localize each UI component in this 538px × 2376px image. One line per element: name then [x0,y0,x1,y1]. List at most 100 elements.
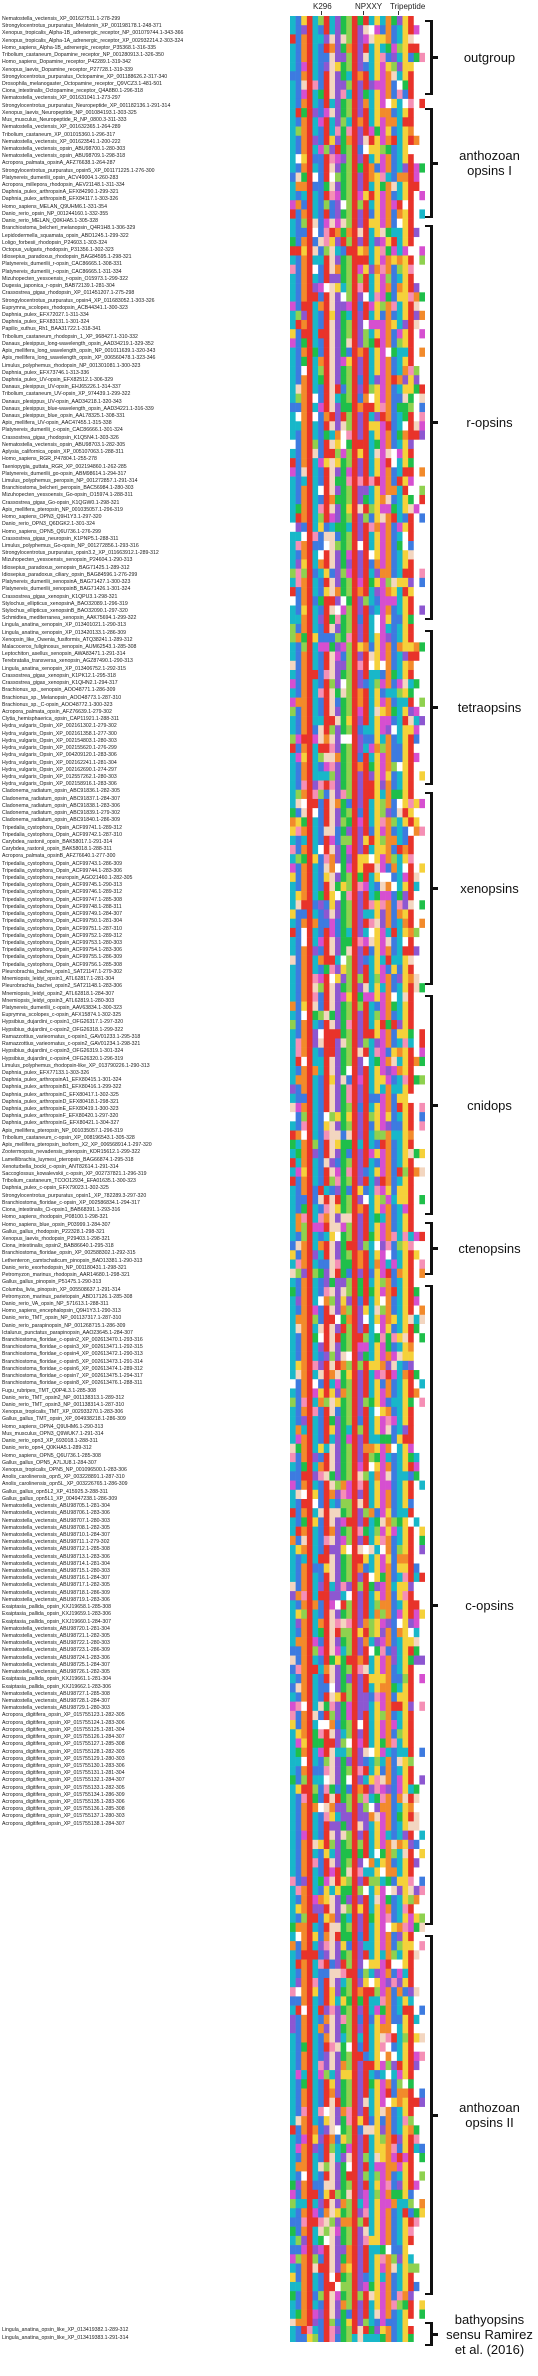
alignment-cell [363,1185,370,1196]
alignment-cell [413,587,420,597]
alignment-cell [363,752,370,763]
alignment-cell [357,1646,364,1656]
alignment-cell [301,1425,308,1435]
alignment-cell [301,1222,308,1233]
alignment-cell [323,227,330,238]
alignment-cell [396,89,403,100]
alignment-cell [391,1314,398,1325]
alignment-cell [357,1600,364,1610]
alignment-cell [363,227,370,238]
alignment-cell [413,716,420,726]
alignment-cell [391,448,398,459]
alignment-cell [363,1204,370,1214]
alignment-cell [301,1480,308,1491]
alignment-cell [368,1609,375,1620]
alignment-cell [363,1756,370,1767]
alignment-cell [396,1277,403,1288]
alignment-cell [312,126,319,137]
alignment-cell [346,1499,353,1509]
alignment-cell [312,1314,319,1325]
alignment-cell [380,854,386,864]
alignment-cell [306,292,313,302]
alignment-cell [329,273,336,284]
alignment-cell [396,1038,403,1048]
alignment-cell [323,43,330,54]
alignment-cell [340,246,347,256]
alignment-cell [335,633,341,643]
alignment-cell [413,80,420,90]
alignment-cell [340,1701,347,1712]
alignment-cell [408,780,415,791]
alignment-cell [357,697,364,708]
alignment-cell [318,476,325,487]
alignment-cell [329,1462,336,1472]
alignment-cell [380,1416,386,1426]
alignment-cell [346,1710,353,1721]
alignment-cell [340,1130,347,1141]
alignment-cell [368,172,375,183]
alignment-cell [374,1480,381,1491]
alignment-cell [402,854,409,864]
alignment-cell [295,1609,302,1620]
alignment-cell [312,80,319,90]
alignment-cell [374,1333,381,1343]
alignment-cell [318,992,325,1002]
alignment-cell [368,1176,375,1187]
alignment-cell [402,1554,409,1564]
alignment-cell [335,154,341,164]
alignment-cell [306,439,313,450]
alignment-cell [346,918,353,929]
alignment-cell [340,71,347,81]
alignment-cell [290,1756,296,1767]
alignment-cell [295,780,302,791]
alignment-cell [340,1416,347,1426]
alignment-cell [396,881,403,892]
alignment-cell [306,1710,313,1721]
alignment-cell [312,550,319,560]
alignment-cell [329,660,336,671]
alignment-cell [301,1802,308,1813]
alignment-cell [408,467,415,477]
alignment-cell [351,522,358,533]
alignment-cell [323,771,330,781]
alignment-cell [374,918,381,929]
alignment-cell [329,1388,336,1398]
alignment-cell [335,1158,341,1168]
alignment-cell [306,1821,313,1831]
alignment-cell [346,1259,353,1270]
alignment-cell [368,52,375,63]
alignment-cell [363,1121,370,1131]
alignment-cell [301,1784,308,1795]
alignment-cell [312,191,319,201]
alignment-cell [340,541,347,551]
alignment-cell [385,338,392,348]
alignment-cell [306,246,313,256]
alignment-cell [396,1471,403,1481]
alignment-cell [374,808,381,818]
sequence-name: Tripedalia_cystophora_Opsin_ACF99746.1-2… [2,889,123,896]
alignment-cell [385,347,392,358]
alignment-cell [380,375,386,385]
alignment-cell [374,973,381,984]
alignment-cell [346,108,353,118]
alignment-cell [357,1462,364,1472]
alignment-cell [329,338,336,348]
alignment-cell [340,854,347,864]
alignment-cell [306,550,313,560]
alignment-cell [413,789,420,800]
alignment-cell [290,292,296,302]
alignment-cell [419,937,425,947]
alignment-cell [295,1001,302,1012]
alignment-cell [374,734,381,744]
alignment-cell [402,937,409,947]
alignment-cell [402,927,409,938]
alignment-cell [363,412,370,422]
alignment-cell [312,826,319,837]
alignment-cell [374,1517,381,1527]
alignment-cell [419,1148,425,1159]
alignment-cell [385,1480,392,1491]
sequence-name: Acropora_millepora_rhodopsin_AEV21148.1-… [2,182,125,189]
alignment-cell [380,16,386,26]
alignment-cell [340,1545,347,1555]
alignment-cell [391,1379,398,1389]
